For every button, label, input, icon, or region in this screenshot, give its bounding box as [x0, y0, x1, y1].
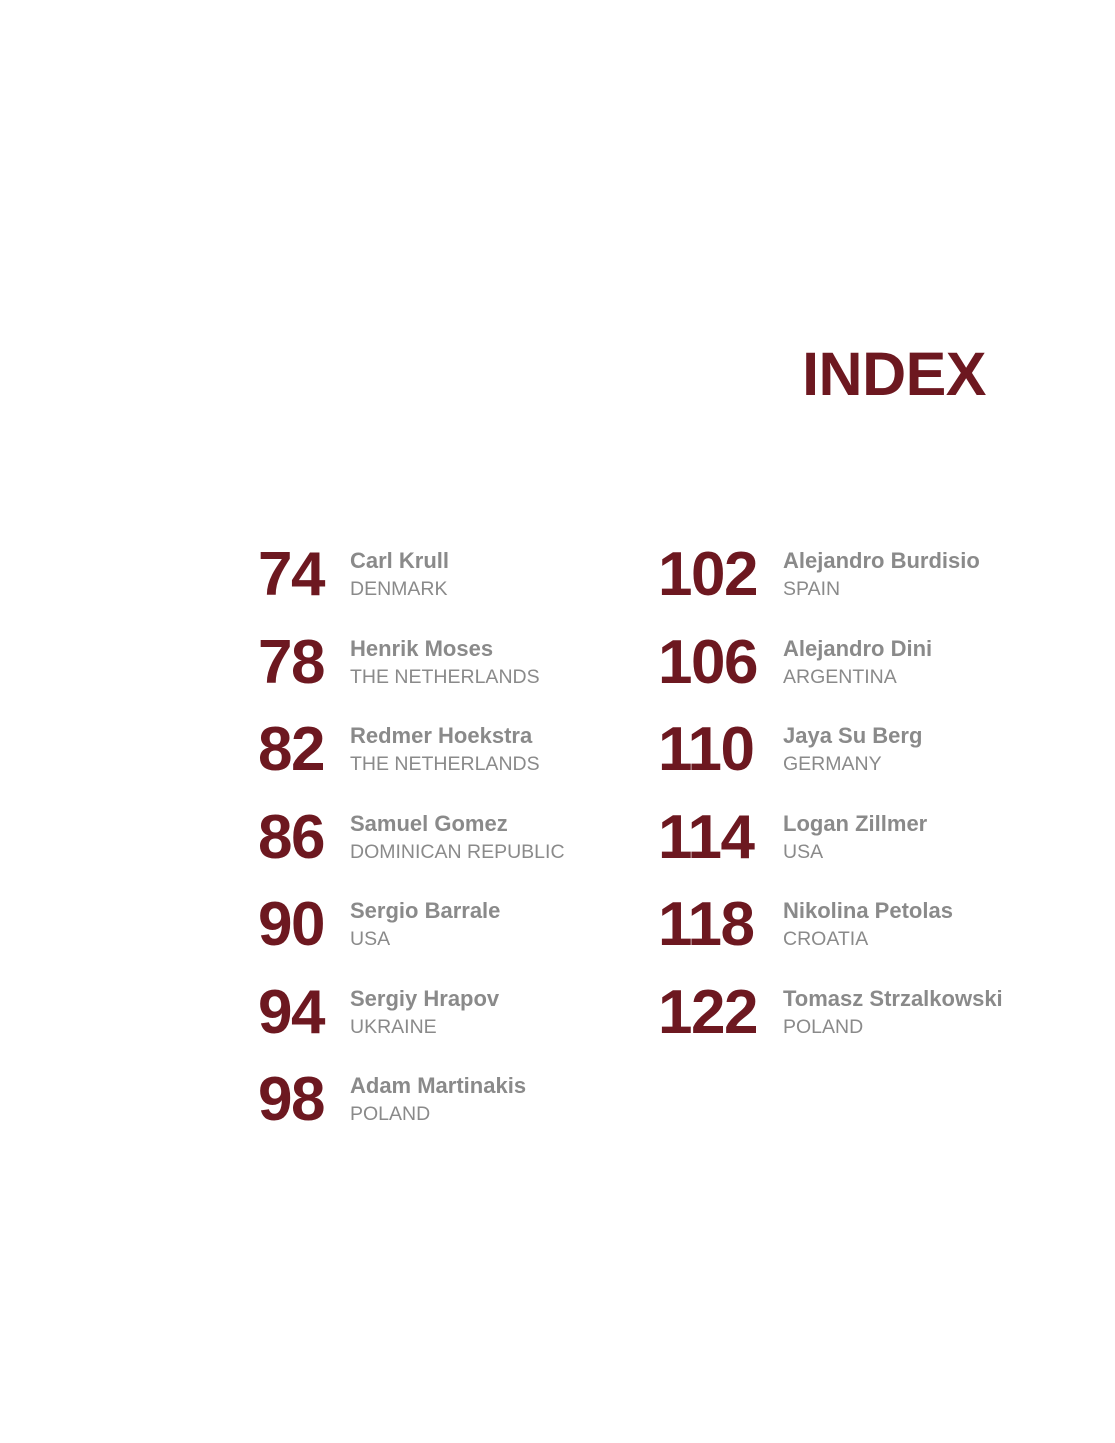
- artist-name: Jaya Su Berg: [783, 723, 923, 748]
- entry-text: Samuel Gomez DOMINICAN REPUBLIC: [350, 806, 565, 866]
- page-number: 114: [658, 802, 755, 872]
- page-number: 118: [658, 890, 755, 959]
- artist-country: GERMANY: [783, 753, 882, 775]
- index-entry[interactable]: 98 Adam Martinakis POLAND: [258, 1068, 565, 1156]
- entry-text: Jaya Su Berg GERMANY: [783, 718, 922, 778]
- artist-country: USA: [350, 928, 391, 950]
- index-title: INDEX: [802, 340, 986, 408]
- artist-country: POLAND: [350, 1103, 431, 1125]
- artist-country: THE NETHERLANDS: [350, 665, 540, 688]
- entry-text: Carl Krull DENMARK: [350, 543, 449, 603]
- page-number: 102: [658, 540, 758, 609]
- artist-name: Carl Krull: [350, 548, 450, 573]
- index-entry[interactable]: 114 Logan Zillmer USA: [658, 802, 1003, 894]
- page-number: 94: [258, 977, 325, 1047]
- artist-name: Sergiy Hrapov: [350, 985, 500, 1011]
- index-entry[interactable]: 86 Samuel Gomez DOMINICAN REPUBLIC: [258, 802, 565, 894]
- artist-country: SPAIN: [783, 578, 841, 600]
- artist-name: Redmer Hoekstra: [350, 723, 533, 748]
- index-entry[interactable]: 74 Carl Krull DENMARK: [258, 543, 565, 631]
- artist-name: Nikolina Petolas: [783, 898, 953, 923]
- entry-text: Nikolina Petolas CROATIA: [783, 893, 953, 953]
- page-number: 98: [258, 1065, 325, 1134]
- index-entry[interactable]: 90 Sergio Barrale USA: [258, 893, 565, 981]
- index-entry[interactable]: 106 Alejandro Dini ARGENTINA: [658, 627, 1003, 719]
- entry-text: Sergio Barrale USA: [350, 893, 500, 953]
- artist-country: THE NETHERLANDS: [350, 753, 540, 775]
- index-column-right: 102 Alejandro Burdisio SPAIN 106 Alejand…: [658, 543, 1003, 1068]
- page-number: 74: [258, 540, 325, 609]
- artist-name: Logan Zillmer: [783, 810, 928, 836]
- entry-text: Redmer Hoekstra THE NETHERLANDS: [350, 718, 540, 778]
- artist-name: Adam Martinakis: [350, 1073, 527, 1098]
- entry-text: Tomasz Strzalkowski POLAND: [783, 981, 1003, 1041]
- artist-name: Sergio Barrale: [350, 898, 501, 923]
- index-entry[interactable]: 82 Redmer Hoekstra THE NETHERLANDS: [258, 718, 565, 806]
- page-number: 90: [258, 890, 325, 959]
- page-number: 110: [658, 715, 755, 784]
- artist-country: UKRAINE: [350, 1015, 437, 1038]
- index-entry[interactable]: 110 Jaya Su Berg GERMANY: [658, 718, 1003, 806]
- index-entry[interactable]: 102 Alejandro Burdisio SPAIN: [658, 543, 1003, 631]
- page-number: 82: [258, 715, 325, 784]
- artist-country: POLAND: [783, 1015, 864, 1038]
- artist-name: Tomasz Strzalkowski: [783, 985, 1003, 1011]
- artist-country: ARGENTINA: [783, 665, 897, 688]
- artist-name: Alejandro Dini: [783, 635, 933, 661]
- entry-text: Sergiy Hrapov UKRAINE: [350, 981, 499, 1041]
- entry-text: Logan Zillmer USA: [783, 806, 927, 866]
- index-entry[interactable]: 122 Tomasz Strzalkowski POLAND: [658, 977, 1003, 1069]
- index-entry[interactable]: 78 Henrik Moses THE NETHERLANDS: [258, 627, 565, 719]
- artist-name: Alejandro Burdisio: [783, 548, 980, 573]
- page-number: 106: [658, 627, 758, 697]
- index-entry[interactable]: 118 Nikolina Petolas CROATIA: [658, 893, 1003, 981]
- artist-country: USA: [783, 840, 824, 863]
- entry-text: Henrik Moses THE NETHERLANDS: [350, 631, 540, 691]
- index-entry[interactable]: 94 Sergiy Hrapov UKRAINE: [258, 977, 565, 1069]
- artist-name: Henrik Moses: [350, 635, 494, 661]
- page-number: 86: [258, 802, 325, 872]
- entry-text: Alejandro Burdisio SPAIN: [783, 543, 980, 603]
- page-number: 122: [658, 977, 758, 1047]
- artist-country: CROATIA: [783, 928, 869, 950]
- index-column-left: 74 Carl Krull DENMARK 78 Henrik Moses TH…: [258, 543, 565, 1156]
- entry-text: Alejandro Dini ARGENTINA: [783, 631, 932, 691]
- artist-country: DOMINICAN REPUBLIC: [350, 840, 565, 863]
- artist-country: DENMARK: [350, 578, 448, 600]
- artist-name: Samuel Gomez: [350, 810, 508, 836]
- entry-text: Adam Martinakis POLAND: [350, 1068, 526, 1128]
- page-number: 78: [258, 627, 325, 697]
